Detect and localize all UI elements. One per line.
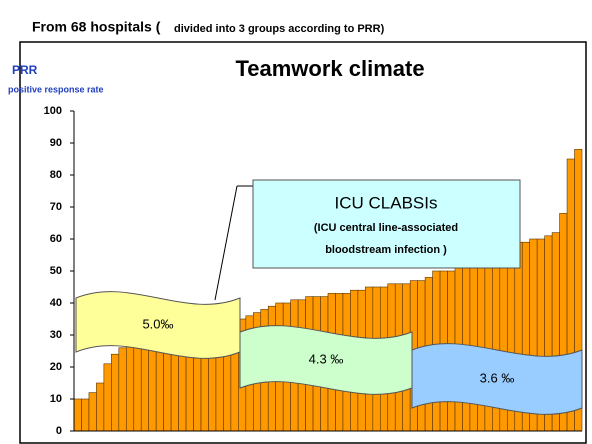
frame [19,41,587,444]
y-tick-label: 80 [50,169,62,181]
callout-box [252,179,521,269]
y-tick-label: 70 [50,201,62,213]
y-tick-label: 60 [50,233,62,245]
callout-pointer [214,185,238,301]
y-axis-sublabel: positive response rate [8,84,104,94]
bar [88,392,97,432]
bar [118,347,127,432]
y-tick-label: 40 [50,297,62,309]
group-label: 4.3 ‰ [309,351,344,366]
y-tick-label: 90 [50,137,62,149]
header-note: divided into 3 groups according to PRR) [174,23,385,35]
y-tick-label: 30 [50,329,62,341]
bar [125,344,135,432]
bar [96,382,105,432]
callout-title: ICU CLABSIs [335,193,438,212]
bar [73,398,82,432]
y-tick-label: 0 [56,425,62,437]
bar [103,363,112,432]
chart-title: Teamwork climate [235,56,424,81]
bar [140,337,150,432]
bar [81,398,90,432]
group-label: 5.0‰ [142,316,173,331]
bar [133,341,142,432]
group-banner [411,343,583,415]
bar [111,353,120,432]
y-tick-label: 100 [44,105,62,117]
y-axis-label: PRR [12,63,38,77]
y-tick-label: 10 [50,393,62,405]
callout-line: (ICU central line-associated [314,222,458,234]
y-tick-label: 50 [50,265,62,277]
y-tick-label: 20 [50,361,62,373]
group-label: 3.6 ‰ [480,370,515,385]
callout-line: bloodstream infection ) [325,244,447,256]
header: From 68 hospitals ( [32,19,161,35]
